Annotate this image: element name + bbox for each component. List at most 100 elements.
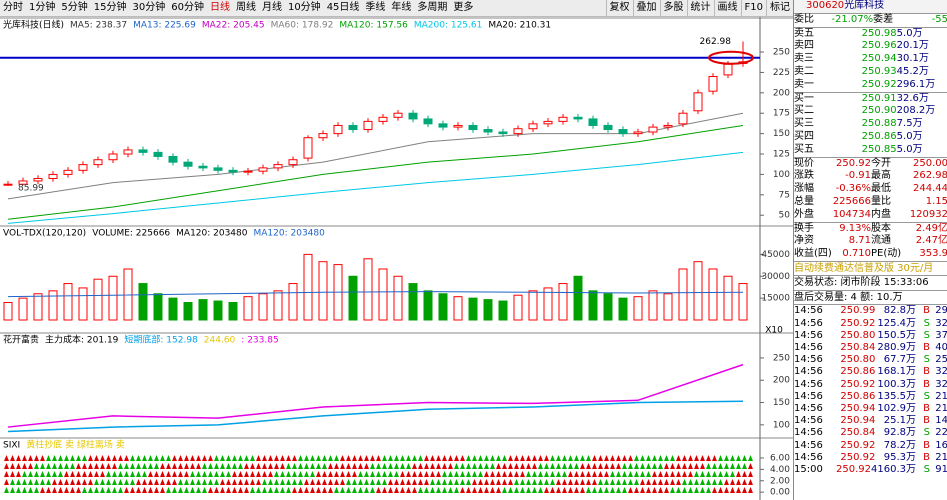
tab[interactable]: 季线 (365, 2, 386, 13)
sixi-arrow (628, 487, 633, 493)
toolbar-button[interactable]: 统计 (686, 0, 714, 16)
toolbar-button[interactable]: 标记 (766, 0, 793, 16)
sixi-arrow (514, 455, 519, 461)
sixi-arrow (622, 471, 627, 477)
sixi-arrow (274, 463, 279, 469)
sixi-arrow (658, 463, 663, 469)
tab[interactable]: 年线 (391, 2, 412, 13)
volume-bar (93, 278, 103, 321)
sixi-arrow (130, 471, 135, 477)
legend-text: MA20: 210.31 (488, 21, 551, 31)
tab[interactable]: 1分钟 (29, 2, 56, 13)
tab[interactable]: 60分钟 (171, 2, 204, 13)
sixi-arrow (154, 455, 159, 461)
high-label: 262.98 (700, 37, 732, 47)
tab[interactable]: 多周期 (417, 2, 448, 13)
quote-cell: 250.98 (861, 27, 897, 39)
tab[interactable]: 30分钟 (132, 2, 166, 13)
sixi-arrow (148, 471, 153, 477)
sixi-arrow (556, 463, 561, 469)
quote-row: 涨幅 -0.36% 最低 244.44 (794, 183, 947, 196)
trade-cell: 250.94 (840, 402, 876, 414)
sixi-arrow (352, 479, 357, 485)
candle-body (603, 124, 613, 131)
candle-body (408, 112, 418, 120)
sixi-arrow (346, 471, 351, 477)
candle-body (213, 167, 223, 171)
candle-body (273, 164, 283, 169)
sixi-arrow (274, 471, 279, 477)
sixi-arrow (442, 479, 447, 485)
tab[interactable]: 周线 (235, 2, 256, 13)
sixi-arrow (508, 471, 513, 477)
sixi-arrow (394, 487, 399, 493)
tab[interactable]: 5分钟 (61, 2, 88, 13)
trade-cell: 15:00 (794, 463, 823, 475)
sixi-arrow (328, 463, 333, 469)
sixi-arrow (352, 463, 357, 469)
quote-cell: 2.47亿 (915, 235, 947, 247)
tab[interactable]: 分时 (3, 2, 23, 13)
tab[interactable]: 15分钟 (93, 2, 127, 13)
stock-code: 300620 (806, 0, 845, 11)
sixi-arrow (250, 479, 255, 485)
sixi-arrow (424, 479, 429, 485)
indicator-line (7, 151, 744, 224)
sixi-arrow (406, 463, 411, 469)
sixi-arrow (166, 471, 171, 477)
sixi-arrow (742, 487, 747, 493)
toolbar-button[interactable]: 画线 (713, 0, 741, 16)
sixi-arrow (286, 455, 291, 461)
candle-body (558, 116, 568, 122)
sixi-arrow (676, 463, 681, 469)
sixi-arrow (622, 479, 627, 485)
candle-body (288, 159, 298, 166)
tab[interactable]: 月线 (261, 2, 282, 13)
sixi-arrow (616, 463, 621, 469)
sixi-arrow (634, 463, 639, 469)
sixi-arrow (262, 471, 267, 477)
tab[interactable]: 45日线 (326, 2, 360, 13)
sixi-arrow (16, 455, 21, 461)
sixi-arrow (652, 455, 657, 461)
sixi-arrow (262, 463, 267, 469)
legend-text: MA120: 203480 (176, 229, 248, 239)
sixi-arrow (148, 455, 153, 461)
sixi-arrow (196, 471, 201, 477)
sixi-arrow (484, 455, 489, 461)
trade-cell: B (923, 451, 931, 463)
sixi-arrow (562, 455, 567, 461)
volume-bar (723, 275, 733, 321)
sixi-arrow (328, 487, 333, 493)
sixi-arrow (118, 487, 123, 493)
sixi-arrow (64, 479, 69, 485)
sixi-arrow (472, 487, 477, 493)
candle-body (363, 120, 373, 131)
trade-cell: B (923, 415, 931, 427)
quote-cell: 最高 (871, 170, 891, 182)
sixi-arrow (46, 487, 51, 493)
sixi-arrow (538, 487, 543, 493)
toolbar-button[interactable]: 叠加 (632, 0, 660, 16)
tab[interactable]: 日线 (209, 2, 230, 13)
sixi-arrow (316, 471, 321, 477)
quote-cell: 委差 (873, 13, 894, 25)
sixi-arrow (256, 479, 261, 485)
sixi-arrow (298, 471, 303, 477)
tab[interactable]: 10分钟 (287, 2, 321, 13)
sixi-arrow (550, 479, 555, 485)
sixi-arrow (148, 463, 153, 469)
trade-cell: S (923, 354, 931, 366)
sixi-arrow (106, 479, 111, 485)
sixi-arrow (154, 463, 159, 469)
tab[interactable]: 更多 (453, 2, 474, 13)
volume-bar (498, 300, 508, 321)
toolbar-button[interactable]: 复权 (605, 0, 633, 16)
sixi-arrow (28, 487, 33, 493)
trade-cell: 14:56 (794, 439, 823, 451)
toolbar-button[interactable]: F10 (740, 0, 766, 16)
trade-cell: 29 (935, 305, 947, 317)
legend-text: MA120: 203480 (254, 229, 326, 239)
toolbar-button[interactable]: 多股 (659, 0, 687, 16)
sixi-arrow (250, 471, 255, 477)
